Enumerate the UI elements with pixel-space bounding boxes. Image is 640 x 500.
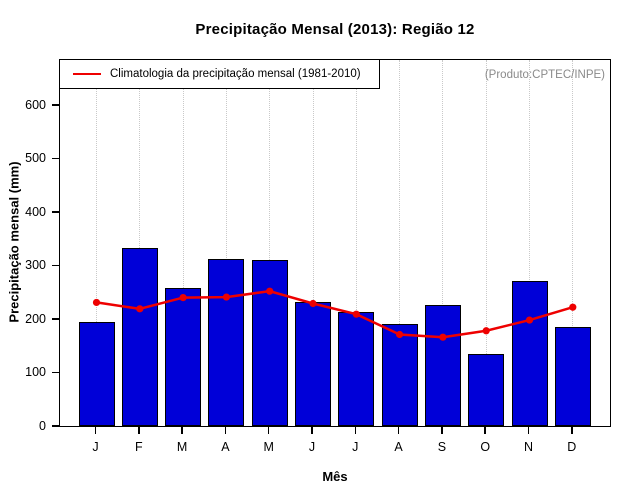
x-tick-label-8: A — [394, 440, 403, 454]
x-tick-7 — [354, 427, 357, 434]
x-tick-1 — [94, 427, 97, 434]
y-tick-label-400: 400 — [25, 204, 46, 219]
bar-11-N — [511, 281, 548, 426]
bar-4-A — [208, 259, 245, 426]
climatology-point-7 — [352, 310, 360, 318]
gridline-5 — [269, 60, 271, 426]
x-tick-9 — [441, 427, 443, 434]
x-tick-11 — [527, 427, 530, 434]
x-tick-label-12: D — [567, 440, 577, 454]
y-tick-label-0: 0 — [39, 418, 46, 433]
bar-2-F — [121, 247, 158, 426]
bar-7-J — [338, 311, 375, 426]
climatology-point-11 — [525, 316, 534, 324]
gridline-4 — [225, 60, 227, 426]
y-tick-400 — [52, 211, 59, 213]
x-tick-4 — [224, 427, 227, 434]
y-tick-label-300: 300 — [25, 258, 46, 272]
climatology-line — [96, 289, 574, 339]
bar-10-O — [468, 353, 505, 426]
gridline-12 — [572, 60, 574, 426]
x-tick-label-7: J — [352, 440, 359, 454]
x-axis-title: Mês — [322, 469, 348, 484]
x-tick-label-3: M — [176, 440, 188, 454]
gridline-11 — [529, 60, 530, 426]
bar-1-J — [78, 321, 115, 426]
y-tick-label-200: 200 — [25, 311, 46, 326]
x-tick-label-9: S — [437, 440, 447, 454]
bar-3-M — [165, 287, 202, 426]
legend-label: Climatologia da precipitação mensal (198… — [110, 68, 361, 80]
climatology-point-8 — [396, 330, 404, 339]
x-tick-label-10: O — [480, 440, 491, 454]
x-tick-12 — [571, 427, 573, 434]
climatology-point-2 — [136, 305, 144, 313]
gridline-6 — [312, 60, 314, 426]
bar-12-D — [554, 326, 591, 426]
y-tick-200 — [52, 318, 59, 320]
y-tick-100 — [52, 371, 59, 374]
x-tick-label-6: J — [308, 440, 316, 454]
x-tick-3 — [181, 427, 183, 434]
y-tick-label-600: 600 — [25, 97, 46, 112]
x-tick-label-11: N — [523, 440, 534, 454]
gridline-1 — [96, 60, 97, 426]
climatology-point-12 — [569, 303, 577, 311]
climatology-point-10 — [482, 327, 490, 335]
x-tick-label-2: F — [134, 440, 143, 454]
x-tick-10 — [484, 427, 486, 434]
x-tick-8 — [397, 427, 400, 434]
product-note: (Produto:CPTEC/INPE) — [484, 69, 605, 81]
legend: Climatologia da precipitação mensal (198… — [59, 59, 380, 89]
climatology-line-layer — [92, 287, 577, 341]
x-tick-label-5: M — [263, 440, 274, 454]
chart-title: Precipitação Mensal (2013): Região 12 — [195, 21, 475, 38]
x-tick-label-1: J — [92, 440, 99, 454]
y-tick-500 — [52, 157, 59, 160]
legend-line-swatch — [73, 73, 101, 75]
climatology-point-3 — [179, 294, 187, 302]
gridline-9 — [442, 60, 444, 426]
gridline-8 — [399, 60, 401, 426]
bar-8-A — [381, 324, 418, 426]
bar-9-S — [424, 304, 461, 426]
climatology-point-6 — [309, 299, 317, 308]
y-tick-label-500: 500 — [25, 151, 46, 165]
y-tick-label-100: 100 — [25, 365, 46, 379]
x-tick-label-4: A — [221, 440, 230, 454]
y-tick-600 — [52, 104, 59, 106]
x-tick-2 — [138, 427, 140, 434]
plot-area: Climatologia da precipitação mensal (198… — [59, 59, 611, 427]
bar-6-J — [295, 302, 331, 426]
climatology-point-9 — [439, 333, 447, 341]
gridline-7 — [355, 60, 357, 426]
x-tick-5 — [267, 427, 270, 434]
climatology-point-4 — [222, 293, 230, 301]
climatology-point-5 — [266, 287, 274, 295]
gridline-2 — [139, 60, 141, 426]
gridline-3 — [182, 60, 184, 426]
y-tick-0 — [52, 425, 59, 427]
climatology-point-1 — [92, 298, 101, 307]
y-tick-300 — [52, 264, 59, 267]
gridline-10 — [485, 60, 487, 426]
x-tick-6 — [311, 427, 313, 434]
